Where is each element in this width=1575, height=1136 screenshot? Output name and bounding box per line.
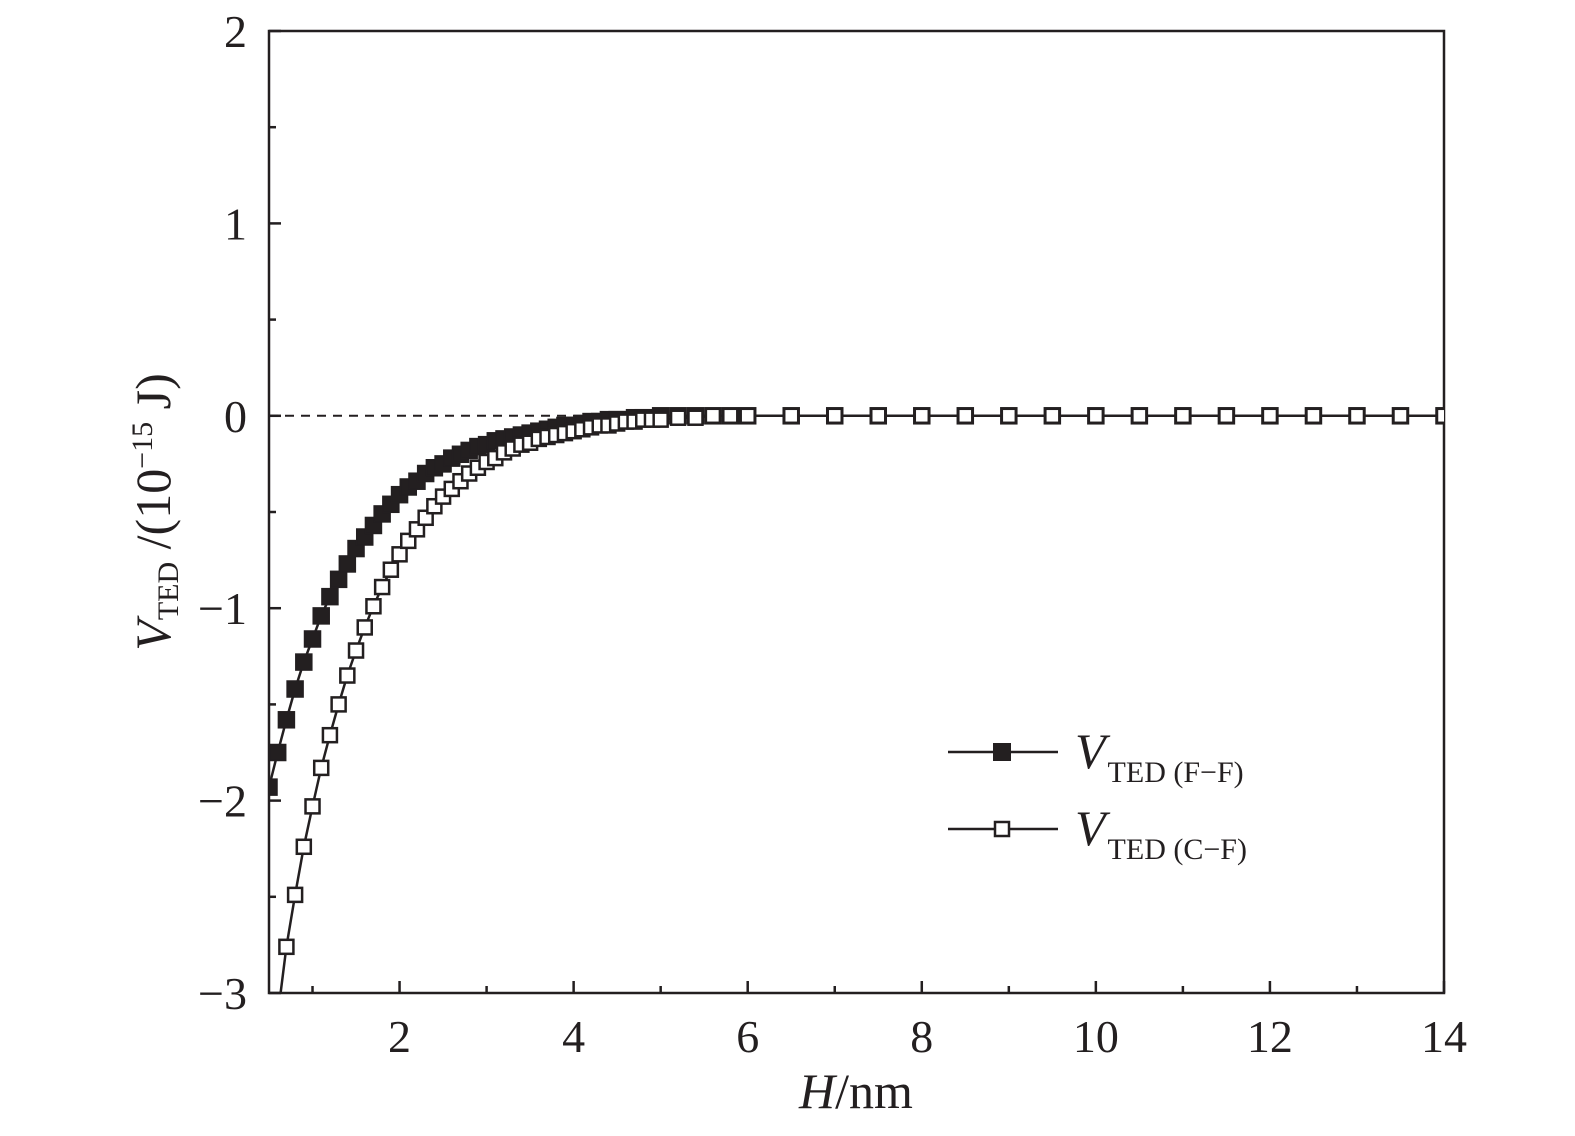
- x-tick-label: 14: [1421, 1011, 1467, 1062]
- data-point: [365, 598, 382, 615]
- data-point: [1044, 407, 1061, 425]
- data-point: [391, 546, 408, 563]
- data-point: [782, 407, 800, 425]
- legend-entry-cf: VTED (C−F): [948, 800, 1247, 866]
- y-axis-title-unit: /(10: [125, 469, 181, 562]
- data-point: [339, 667, 356, 684]
- legend-entry-ff: VTED (F−F): [948, 723, 1244, 789]
- y-tick-label: −2: [198, 776, 247, 827]
- y-tick-label: −3: [198, 968, 247, 1019]
- data-point: [957, 407, 974, 425]
- legend-label-ff: VTED (F−F): [1075, 723, 1244, 789]
- data-point: [652, 411, 669, 428]
- data-point: [1087, 407, 1105, 425]
- data-point: [321, 587, 339, 606]
- x-tick-label: 6: [736, 1011, 759, 1062]
- legend-marker-cf: [993, 820, 1011, 838]
- data-point: [1348, 407, 1366, 425]
- data-point: [687, 409, 704, 426]
- y-tick-label: −1: [198, 583, 247, 634]
- data-point: [1218, 407, 1235, 425]
- data-point: [1000, 407, 1018, 425]
- legend-label-cf-sub: TED (C−F): [1108, 833, 1247, 866]
- legend-label-ff-main: V: [1075, 723, 1111, 779]
- data-point: [826, 407, 843, 425]
- data-point: [271, 1009, 285, 1023]
- series-ff: [269, 407, 1444, 796]
- data-point: [1435, 407, 1444, 425]
- data-point: [739, 407, 756, 425]
- data-point: [704, 407, 722, 425]
- data-point: [1305, 407, 1322, 425]
- data-point: [286, 680, 304, 698]
- axis-ticks: [269, 29, 1446, 995]
- data-point: [312, 607, 330, 625]
- x-tick-labels: 2 4 6 8 10 12 14: [388, 1011, 1467, 1062]
- data-point: [373, 578, 391, 596]
- data-point: [286, 886, 304, 904]
- data-point: [321, 726, 339, 744]
- x-tick-label: 4: [562, 1011, 585, 1062]
- legend-marker-ff: [993, 743, 1011, 761]
- y-axis-title: VTED /(10−15 J): [125, 373, 185, 650]
- y-tick-label: 0: [224, 391, 247, 442]
- data-point: [295, 653, 313, 671]
- data-point: [277, 711, 296, 729]
- y-axis-title-var: V: [125, 615, 181, 651]
- x-tick-label: 10: [1073, 1011, 1119, 1062]
- y-axis-title-sub: TED: [152, 562, 185, 620]
- data-point: [1174, 407, 1192, 425]
- data-point: [1131, 407, 1148, 425]
- plot-frame: [267, 29, 1446, 995]
- x-axis-title-var: H: [798, 1063, 838, 1119]
- legend-label-cf: VTED (C−F): [1075, 800, 1247, 866]
- data-point: [278, 938, 295, 956]
- data-point: [669, 409, 687, 426]
- data-point: [913, 407, 931, 425]
- data-point: [329, 570, 348, 589]
- data-point: [330, 696, 347, 713]
- data-point: [1261, 407, 1279, 425]
- y-tick-label: 2: [224, 6, 247, 57]
- x-axis-title: H/nm: [798, 1063, 913, 1119]
- data-point: [338, 555, 357, 573]
- data-point: [269, 778, 278, 796]
- legend-label-cf-main: V: [1075, 800, 1111, 856]
- x-tick-label: 2: [388, 1011, 411, 1062]
- y-axis-title-exp: −15: [126, 422, 159, 469]
- data-point: [722, 407, 739, 425]
- series-cf: [271, 407, 1444, 1023]
- data-point: [870, 407, 887, 425]
- y-axis-title-tail: J): [125, 373, 181, 422]
- data-point: [382, 561, 400, 578]
- x-axis-title-unit: /nm: [835, 1063, 913, 1119]
- data-point: [269, 743, 287, 762]
- data-point: [1392, 407, 1409, 425]
- y-tick-label: 1: [224, 198, 247, 249]
- y-tick-labels: −3 −2 −1 0 1 2: [198, 6, 247, 1019]
- series-group: [269, 407, 1444, 1023]
- data-point: [304, 798, 321, 815]
- data-point: [347, 642, 365, 659]
- data-point: [303, 630, 322, 648]
- legend: VTED (F−F) VTED (C−F): [948, 723, 1247, 866]
- series-line: [279, 414, 1444, 993]
- data-point: [356, 619, 373, 636]
- legend-label-ff-sub: TED (F−F): [1108, 756, 1244, 789]
- data-point: [312, 759, 330, 777]
- data-point: [295, 838, 313, 856]
- x-tick-label: 12: [1247, 1011, 1293, 1062]
- x-tick-label: 8: [910, 1011, 933, 1062]
